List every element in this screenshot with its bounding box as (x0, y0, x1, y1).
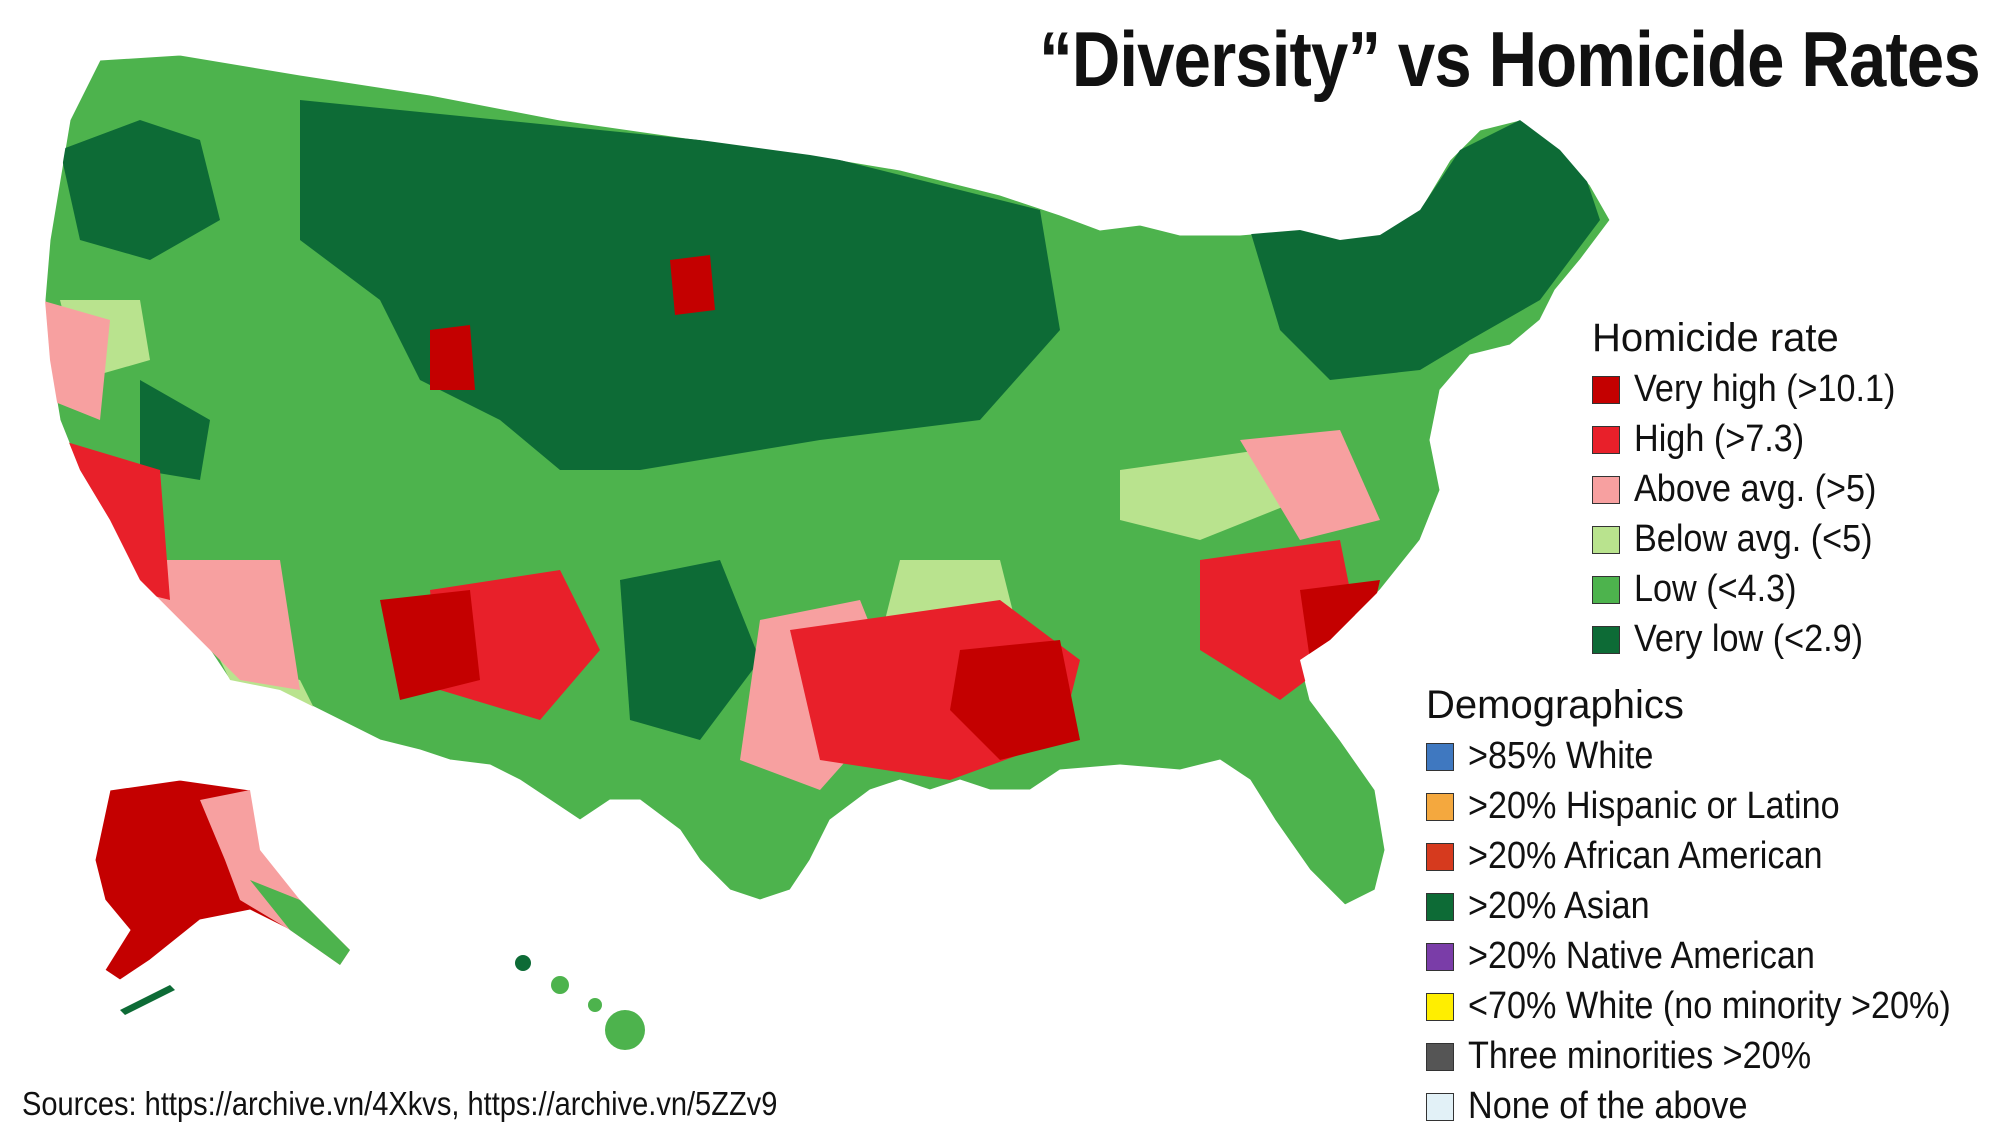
region-very-low-northeast (1250, 120, 1600, 380)
map-title: “Diversity” vs Homicide Rates (1039, 15, 1981, 103)
region-very-high-mt (430, 325, 475, 390)
legend-very-high: Very high (>10.1) (1592, 368, 1924, 411)
legend-less-70-white: <70% White (no minority >20%) (1426, 985, 2000, 1028)
legend-below-avg: Below avg. (<5) (1592, 518, 1899, 561)
legend-african-american: >20% African American (1426, 835, 1862, 878)
swatch-very-low (1592, 625, 1620, 654)
legend-asian: >20% Asian (1426, 885, 1670, 928)
legend-none-of-above: None of the above (1426, 1085, 1779, 1128)
region-very-high-sd (670, 255, 715, 315)
legend-above-avg: Above avg. (>5) (1592, 468, 1903, 511)
swatch-asian (1426, 892, 1454, 921)
swatch-three-minorities (1426, 1042, 1454, 1071)
region-below-avg-3 (1120, 450, 1300, 540)
demographics-legend-title: Demographics (1426, 683, 1684, 727)
alaska-panhandle (250, 880, 350, 965)
region-very-low-ca (140, 380, 210, 480)
swatch-below-avg (1592, 525, 1620, 554)
legend-native-american: >20% Native American (1426, 935, 1853, 978)
region-high-southwest (430, 570, 600, 720)
region-very-high-sc (1300, 580, 1380, 670)
aleutian-islands (120, 985, 175, 1015)
legend-low: Low (<4.3) (1592, 568, 1815, 611)
legend-hispanic: >20% Hispanic or Latino (1426, 785, 1881, 828)
swatch-less-70-white (1426, 992, 1454, 1021)
hawaii (515, 955, 645, 1050)
homicide-legend-title: Homicide rate (1592, 316, 1839, 360)
region-very-low-tx (620, 560, 760, 740)
region-above-avg-nc (1240, 430, 1380, 540)
swatch-high (1592, 425, 1620, 454)
swatch-above-avg (1592, 475, 1620, 504)
region-above-avg-ca (45, 300, 110, 420)
region-very-high-az (380, 590, 480, 700)
region-very-high-ms (950, 640, 1080, 760)
legend-white: >85% White (1426, 735, 1674, 778)
swatch-hispanic (1426, 792, 1454, 821)
swatch-low (1592, 575, 1620, 604)
swatch-white (1426, 742, 1454, 771)
swatch-none-of-above (1426, 1092, 1454, 1121)
legend-high: High (>7.3) (1592, 418, 1823, 461)
swatch-african-american (1426, 842, 1454, 871)
legend-three-minorities: Three minorities >20% (1426, 1035, 1849, 1078)
sources-text: Sources: https://archive.vn/4Xkvs, https… (22, 1085, 778, 1122)
county-regions (45, 100, 1600, 790)
swatch-native-american (1426, 942, 1454, 971)
swatch-very-high (1592, 375, 1620, 404)
region-very-low-northwest (60, 120, 220, 260)
legend-very-low: Very low (<2.9) (1592, 618, 1889, 661)
